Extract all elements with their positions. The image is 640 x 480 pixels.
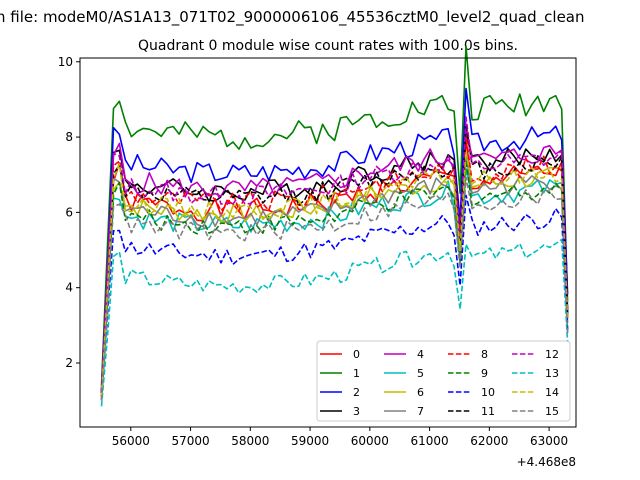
legend-label-13: 13 <box>545 367 559 380</box>
axes-frame <box>79 57 577 428</box>
legend-label-8: 8 <box>481 348 488 361</box>
plot-area <box>79 45 577 428</box>
series-line-7 <box>100 154 569 397</box>
x-tick-label: 59000 <box>291 434 329 448</box>
y-axis: 2 4 6 8 10 <box>58 55 80 370</box>
y-tick-label: 6 <box>65 205 73 219</box>
legend-label-14: 14 <box>545 386 559 399</box>
y-tick-label: 4 <box>65 281 73 295</box>
x-tick-label: 63000 <box>530 434 568 448</box>
series-line-9 <box>100 159 569 397</box>
legend-label-2: 2 <box>353 386 360 399</box>
series-line-6 <box>100 151 569 397</box>
series-line-5 <box>100 167 569 397</box>
x-tick-label: 56000 <box>112 434 150 448</box>
legend-label-11: 11 <box>481 405 495 418</box>
y-tick-label: 8 <box>65 130 73 144</box>
series-line-13 <box>100 238 569 407</box>
series-line-15 <box>100 176 569 401</box>
legend-label-6: 6 <box>417 386 424 399</box>
series-line-2 <box>100 87 569 390</box>
y-tick-label: 10 <box>58 55 73 69</box>
x-offset-label: +4.468e8 <box>517 455 576 469</box>
legend-label-9: 9 <box>481 367 488 380</box>
x-tick-label: 61000 <box>410 434 448 448</box>
legend-label-1: 1 <box>353 367 360 380</box>
y-tick-label: 2 <box>65 356 73 370</box>
series-line-8 <box>100 134 569 394</box>
figure-suptitle: n file: modeM0/AS1A13_071T02_9000006106_… <box>0 8 585 27</box>
x-tick-label: 57000 <box>171 434 209 448</box>
legend-label-12: 12 <box>545 348 559 361</box>
chart-title: Quadrant 0 module wise count rates with … <box>138 38 518 54</box>
legend-label-5: 5 <box>417 367 424 380</box>
legend-label-4: 4 <box>417 348 424 361</box>
series-line-3 <box>100 131 569 394</box>
legend-frame <box>316 340 571 422</box>
x-tick-label: 58000 <box>231 434 269 448</box>
legend-label-3: 3 <box>353 405 360 418</box>
series-line-12 <box>100 116 569 394</box>
legend-label-7: 7 <box>417 405 424 418</box>
x-tick-label: 60000 <box>351 434 389 448</box>
legend-label-0: 0 <box>353 348 360 361</box>
series-line-14 <box>100 151 569 397</box>
series-line-10 <box>100 194 569 401</box>
series-line-1 <box>100 45 569 386</box>
x-axis: 56000 57000 58000 59000 60000 61000 62000 63000 <box>112 427 568 448</box>
legend-label-10: 10 <box>481 386 495 399</box>
x-tick-label: 62000 <box>470 434 508 448</box>
legend-label-15: 15 <box>545 405 559 418</box>
series-line-11 <box>100 123 569 394</box>
series-line-4 <box>100 126 569 394</box>
series-layer <box>100 45 569 407</box>
